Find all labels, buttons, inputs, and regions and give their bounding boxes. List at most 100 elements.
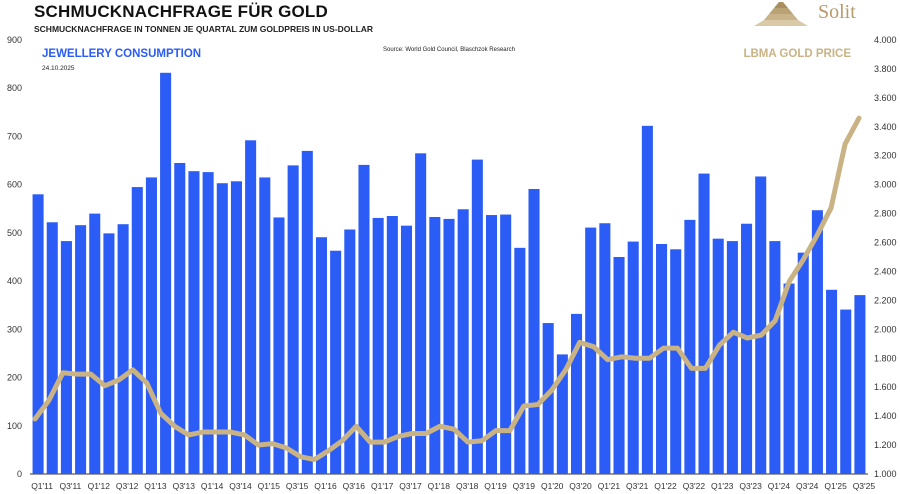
left-tick-label: 700 bbox=[7, 131, 22, 141]
right-tick-label: 2.600 bbox=[874, 238, 897, 248]
x-tick-label: Q1'18 bbox=[428, 481, 451, 491]
bar-23 bbox=[358, 164, 370, 474]
bar-52 bbox=[769, 241, 781, 474]
bar-6 bbox=[117, 224, 129, 474]
bar-10 bbox=[174, 162, 186, 474]
bar-46 bbox=[684, 219, 696, 474]
bar-35 bbox=[528, 189, 540, 474]
chart-subtitle: SCHMUCKNACHFRAGE IN TONNEN JE QUARTAL ZU… bbox=[34, 24, 374, 34]
bar-18 bbox=[287, 165, 299, 474]
right-tick-label: 2.800 bbox=[874, 209, 897, 219]
x-tick-label: Q3'20 bbox=[569, 481, 592, 491]
right-tick-label: 1.200 bbox=[874, 440, 897, 450]
bar-5 bbox=[103, 233, 115, 474]
right-tick-label: 1.800 bbox=[874, 353, 897, 363]
bar-55 bbox=[811, 210, 823, 474]
bar-17 bbox=[273, 217, 285, 474]
bar-4 bbox=[89, 213, 101, 474]
right-tick-label: 1.000 bbox=[874, 469, 897, 479]
bar-56 bbox=[826, 289, 838, 474]
bar-44 bbox=[656, 243, 668, 474]
x-tick-label: Q3'18 bbox=[456, 481, 479, 491]
x-tick-label: Q1'11 bbox=[31, 481, 53, 491]
x-tick-label: Q3'25 bbox=[853, 481, 876, 491]
x-tick-label: Q1'16 bbox=[314, 481, 337, 491]
bar-45 bbox=[670, 249, 682, 474]
bar-33 bbox=[500, 214, 512, 474]
chart-date: 24.10.2025 bbox=[42, 65, 75, 72]
bar-38 bbox=[571, 313, 583, 474]
left-tick-label: 0 bbox=[17, 469, 22, 479]
bar-22 bbox=[344, 229, 356, 474]
left-tick-label: 800 bbox=[7, 83, 22, 93]
x-tick-label: Q3'12 bbox=[116, 481, 139, 491]
x-tick-label: Q3'24 bbox=[796, 481, 819, 491]
chart-title: SCHMUCKNACHFRAGE FÜR GOLD bbox=[34, 2, 328, 21]
left-tick-label: 600 bbox=[7, 180, 22, 190]
bar-43 bbox=[641, 125, 653, 474]
x-tick-label: Q3'14 bbox=[229, 481, 252, 491]
bar-26 bbox=[400, 225, 413, 474]
bar-15 bbox=[245, 140, 257, 475]
bar-48 bbox=[712, 238, 724, 474]
bar-19 bbox=[301, 150, 313, 474]
bar-25 bbox=[386, 216, 398, 474]
bar-9 bbox=[160, 72, 172, 474]
bar-28 bbox=[429, 216, 441, 475]
x-tick-label: Q1'12 bbox=[88, 481, 111, 491]
bar-54 bbox=[797, 252, 809, 474]
right-tick-label: 3.600 bbox=[874, 93, 897, 103]
bar-14 bbox=[230, 181, 242, 475]
x-tick-label: Q3'23 bbox=[739, 481, 762, 491]
bar-13 bbox=[216, 183, 228, 474]
x-tick-label: Q1'25 bbox=[824, 481, 847, 491]
bar-58 bbox=[854, 295, 866, 474]
bar-21 bbox=[330, 250, 342, 474]
left-tick-label: 300 bbox=[7, 324, 22, 334]
bar-31 bbox=[471, 159, 483, 474]
chart-source: Source: World Gold Council, Blaschzok Re… bbox=[383, 47, 515, 53]
bar-32 bbox=[485, 215, 498, 475]
bar-16 bbox=[259, 177, 271, 474]
bar-7 bbox=[131, 187, 143, 474]
x-tick-label: Q3'11 bbox=[60, 481, 82, 491]
right-tick-label: 3.400 bbox=[874, 122, 897, 132]
left-tick-label: 500 bbox=[7, 228, 22, 238]
bar-36 bbox=[542, 323, 554, 474]
left-tick-label: 400 bbox=[7, 276, 22, 286]
x-tick-label: Q1'14 bbox=[201, 481, 224, 491]
bar-27 bbox=[415, 153, 427, 474]
x-tick-label: Q1'15 bbox=[258, 481, 281, 491]
bar-47 bbox=[698, 173, 710, 474]
gold-price-line bbox=[32, 115, 862, 463]
bar-12 bbox=[202, 172, 214, 474]
x-tick-label: Q1'24 bbox=[768, 481, 791, 491]
x-tick-label: Q3'17 bbox=[399, 481, 422, 491]
bar-8 bbox=[145, 177, 157, 474]
right-tick-label: 2.400 bbox=[874, 267, 897, 277]
x-tick-label: Q3'19 bbox=[513, 481, 536, 491]
bar-34 bbox=[514, 247, 526, 474]
bar-39 bbox=[585, 227, 597, 474]
bar-37 bbox=[556, 354, 568, 474]
bar-40 bbox=[599, 223, 611, 474]
right-tick-label: 1.400 bbox=[874, 411, 897, 421]
bar-51 bbox=[755, 176, 767, 474]
right-tick-label: 4.000 bbox=[874, 35, 897, 45]
bar-50 bbox=[741, 223, 753, 474]
line-layer bbox=[32, 115, 862, 463]
bar-3 bbox=[75, 225, 87, 474]
x-tick-label: Q1'17 bbox=[371, 481, 394, 491]
x-tick-label: Q3'22 bbox=[683, 481, 706, 491]
bars-layer bbox=[32, 72, 866, 475]
bar-49 bbox=[726, 241, 738, 474]
bar-0 bbox=[32, 194, 44, 474]
logo-text: Solit bbox=[818, 1, 856, 23]
ticks-layer: 0 100 200 300 400 500 600 700 800 900 1.000 1.200 1.… bbox=[7, 35, 897, 491]
bar-57 bbox=[840, 309, 852, 474]
right-tick-label: 3.800 bbox=[874, 64, 897, 74]
right-tick-label: 2.200 bbox=[874, 295, 897, 305]
x-tick-label: Q1'21 bbox=[598, 481, 621, 491]
